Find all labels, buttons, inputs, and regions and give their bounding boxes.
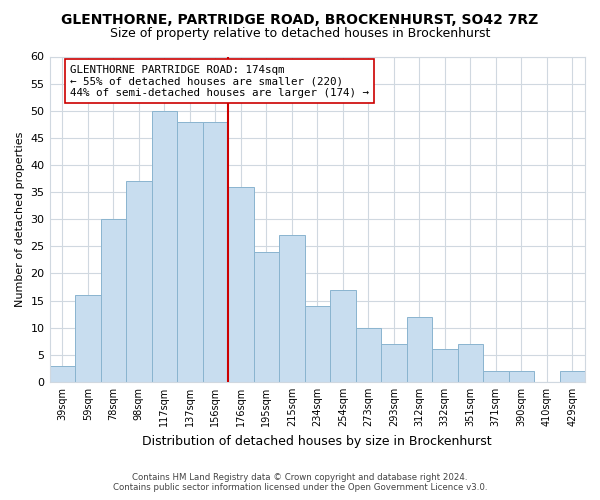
Bar — [432, 350, 458, 382]
Bar — [407, 317, 432, 382]
Text: Size of property relative to detached houses in Brockenhurst: Size of property relative to detached ho… — [110, 28, 490, 40]
Bar — [458, 344, 483, 382]
Bar — [75, 295, 101, 382]
Bar — [177, 122, 203, 382]
Bar — [152, 110, 177, 382]
Bar — [254, 252, 279, 382]
Bar — [203, 122, 228, 382]
Bar — [560, 371, 585, 382]
Bar — [483, 371, 509, 382]
Text: GLENTHORNE, PARTRIDGE ROAD, BROCKENHURST, SO42 7RZ: GLENTHORNE, PARTRIDGE ROAD, BROCKENHURST… — [61, 12, 539, 26]
Bar — [381, 344, 407, 382]
Bar — [509, 371, 534, 382]
Text: GLENTHORNE PARTRIDGE ROAD: 174sqm
← 55% of detached houses are smaller (220)
44%: GLENTHORNE PARTRIDGE ROAD: 174sqm ← 55% … — [70, 64, 369, 98]
Bar — [50, 366, 75, 382]
Bar — [126, 181, 152, 382]
Bar — [101, 219, 126, 382]
Bar — [279, 236, 305, 382]
Y-axis label: Number of detached properties: Number of detached properties — [15, 132, 25, 307]
Bar — [305, 306, 330, 382]
Bar — [330, 290, 356, 382]
Bar — [228, 186, 254, 382]
Bar — [356, 328, 381, 382]
X-axis label: Distribution of detached houses by size in Brockenhurst: Distribution of detached houses by size … — [142, 434, 492, 448]
Text: Contains HM Land Registry data © Crown copyright and database right 2024.
Contai: Contains HM Land Registry data © Crown c… — [113, 473, 487, 492]
